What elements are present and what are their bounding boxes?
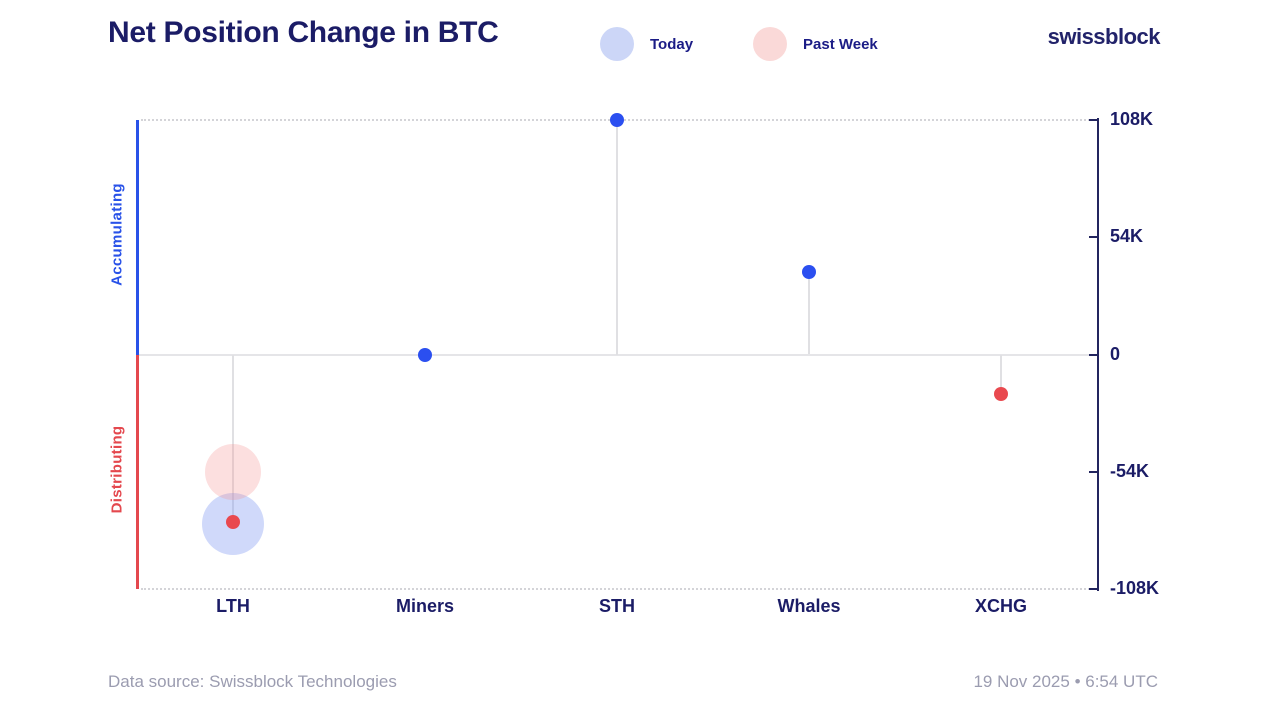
x-label-STH: STH bbox=[599, 596, 635, 616]
bubble-pastweek-LTH bbox=[205, 443, 261, 500]
page-title: Net Position Change in BTC bbox=[108, 16, 499, 49]
stem-XCHG bbox=[1000, 354, 1002, 394]
x-label-LTH: LTH bbox=[216, 596, 250, 616]
y-tick-label-108K: 108K bbox=[1110, 109, 1154, 129]
y-tick-0 bbox=[1089, 353, 1097, 356]
y-tick--54K bbox=[1089, 470, 1097, 473]
brand-logo: swissblock bbox=[1047, 24, 1161, 49]
data-source-text: Data source: Swissblock Technologies bbox=[108, 672, 397, 691]
y-tick-label--54K: -54K bbox=[1110, 460, 1150, 481]
y-tick-label-54K: 54K bbox=[1110, 226, 1144, 247]
x-label-Whales: Whales bbox=[777, 596, 841, 616]
y-tick-label-0: 0 bbox=[1110, 343, 1121, 364]
stem-Whales bbox=[808, 271, 810, 355]
x-label-Miners: Miners bbox=[395, 596, 455, 616]
left-axis-accumulating bbox=[136, 120, 139, 355]
accumulating-label: Accumulating bbox=[108, 183, 126, 287]
y-tick-label--108K: -108K bbox=[1110, 578, 1160, 598]
right-axis bbox=[1097, 118, 1099, 591]
data-dot-XCHG bbox=[994, 386, 1008, 401]
data-dot-Miners bbox=[418, 347, 432, 362]
data-dot-STH bbox=[610, 113, 624, 127]
stem-STH bbox=[616, 120, 618, 355]
legend-item-past-week: Past Week bbox=[753, 27, 878, 61]
y-tick-108K bbox=[1089, 119, 1097, 121]
legend-past-week-label: Past Week bbox=[803, 35, 878, 53]
x-label-XCHG: XCHG bbox=[974, 596, 1027, 616]
zero-line bbox=[137, 353, 1097, 356]
y-tick--108K bbox=[1089, 588, 1097, 590]
today-circle-icon bbox=[600, 27, 634, 61]
stem-LTH bbox=[232, 354, 234, 522]
legend-today-label: Today bbox=[650, 35, 694, 53]
gridline-bottom bbox=[141, 588, 1093, 590]
distributing-label: Distributing bbox=[108, 425, 126, 514]
left-axis-distributing bbox=[136, 354, 139, 589]
legend-item-today: Today bbox=[600, 27, 693, 61]
data-dot-LTH bbox=[226, 514, 240, 529]
timestamp-text: 19 Nov 2025 • 6:54 UTC bbox=[973, 672, 1158, 691]
y-tick-54K bbox=[1089, 236, 1097, 239]
data-dot-Whales bbox=[802, 264, 816, 279]
past-week-circle-icon bbox=[753, 27, 787, 61]
